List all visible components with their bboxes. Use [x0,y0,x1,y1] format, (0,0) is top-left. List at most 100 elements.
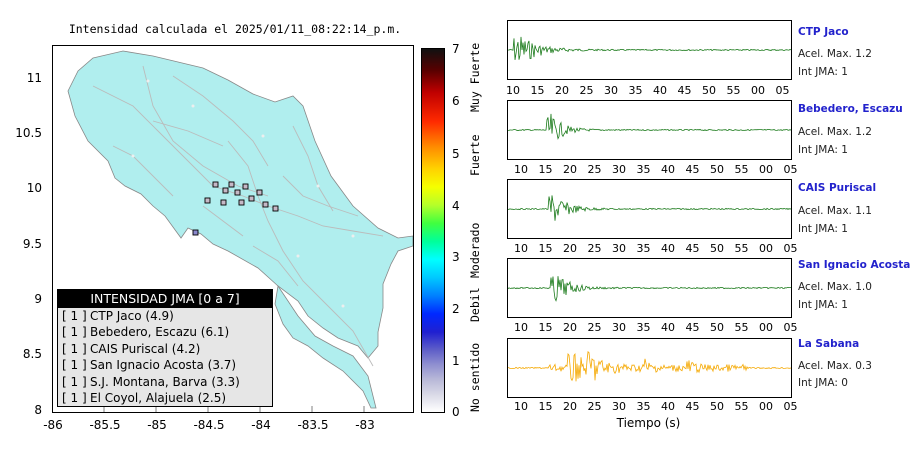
station-name: CTP Jaco [798,26,849,38]
waveform [508,276,791,302]
station-name: CAIS Puriscal [798,182,877,194]
legend-bracket: [ 1 ] [62,374,87,389]
colorbar-level-label: Debil [468,287,482,322]
trace-panel[interactable] [507,338,792,398]
time-tick-label: 15 [530,84,545,97]
time-tick-label: 45 [685,400,700,413]
colorbar-level-label: Moderado [468,222,482,278]
time-tick-label: 55 [734,321,749,334]
trace-panel[interactable] [507,258,792,318]
time-tick-label: 00 [759,321,773,334]
trace-panel[interactable] [507,100,792,160]
legend-row: [ 1 ] CTP Jaco (4.9) [58,308,272,324]
time-tick-label: 25 [587,400,602,413]
legend-row: [ 1 ] El Coyol, Alajuela (2.5) [58,390,272,406]
costa-rica-map [67,50,413,412]
time-tick-label: 50 [710,400,724,413]
waveform-trace [508,276,791,302]
time-tick-label: 45 [685,163,700,176]
time-tick-row: 10 15 20 25 30 35 40 45 50 55 00 05 [507,400,798,413]
time-tick-label: 35 [628,84,643,97]
time-tick-label: 35 [636,321,651,334]
legend-row: [ 1 ] Bebedero, Escazu (6.1) [58,324,272,340]
waveform-trace [508,195,791,221]
legend-bracket: [ 1 ] [62,325,87,340]
time-tick-label: 05 [783,321,798,334]
map-title: Intensidad calculada el 2025/01/11_08:22… [68,22,402,36]
time-tick-label: 10 [514,242,528,255]
time-tick-label: 40 [661,163,675,176]
time-tick-label: 35 [636,163,651,176]
station-jma: Int JMA: 1 [798,66,848,78]
time-tick-label: 15 [538,163,553,176]
trace-panel[interactable] [507,179,792,239]
lat-tick-label: 8.5 [22,347,42,361]
time-tick-label: 00 [759,163,773,176]
colorbar-level-label: Fuerte [468,134,482,176]
time-tick-label: 20 [563,321,577,334]
time-tick-label: 30 [612,242,626,255]
lon-tick-label: -86 [43,418,63,432]
legend-row: [ 1 ] S.J. Montana, Barva (3.3) [58,374,272,390]
waveform [508,36,791,60]
time-tick-label: 55 [734,242,749,255]
time-tick-row: 10 15 20 25 30 35 40 45 50 55 00 05 [507,242,798,255]
lat-tick-label: 8 [34,403,42,417]
station-accel: Acel. Max. 1.2 [798,48,872,60]
time-tick-label: 20 [563,163,577,176]
lon-tick-label: -83.5 [297,418,329,432]
colorbar-number: 6 [452,94,460,108]
time-tick-label: 20 [563,400,577,413]
lon-tick-label: -85.5 [89,418,121,432]
lon-tick-label: -83 [355,418,375,432]
station-accel: Acel. Max. 1.0 [798,281,872,293]
time-tick-label: 30 [612,321,626,334]
time-tick-label: 05 [783,163,798,176]
colorbar-number: 4 [452,199,460,213]
legend-text: S.J. Montana, Barva (3.3) [90,374,240,389]
time-tick-label: 00 [751,84,765,97]
time-tick-label: 05 [775,84,790,97]
lat-tick-label: 9 [34,292,42,306]
time-tick-label: 25 [579,84,594,97]
time-tick-label: 25 [587,163,602,176]
time-tick-label: 25 [587,242,602,255]
time-tick-label: 00 [759,242,773,255]
time-tick-label: 50 [710,242,724,255]
waveform-trace [508,36,791,60]
waveform [508,113,791,140]
time-tick-label: 00 [759,400,773,413]
station-name: Bebedero, Escazu [798,103,903,115]
time-tick-label: 45 [685,321,700,334]
time-tick-label: 10 [514,400,528,413]
time-tick-label: 55 [726,84,741,97]
town-markers [131,79,355,308]
legend-row: [ 1 ] CAIS Puriscal (4.2) [58,341,272,357]
time-tick-label: 20 [563,242,577,255]
colorbar-number: 7 [452,42,460,56]
time-tick-label: 40 [661,321,675,334]
legend-text: El Coyol, Alajuela (2.5) [90,390,227,405]
legend-header: INTENSIDAD JMA [0 a 7] [58,290,272,308]
time-tick-label: 45 [677,84,692,97]
time-tick-row: 10 15 20 25 30 35 40 45 50 55 00 05 [507,163,798,176]
time-tick-row: 10 15 20 25 30 35 40 45 50 55 00 05 [506,84,790,97]
time-tick-label: 10 [514,163,528,176]
station-accel: Acel. Max. 0.3 [798,360,872,372]
legend-row: [ 1 ] San Ignacio Acosta (3.7) [58,357,272,373]
legend-text: CAIS Puriscal (4.2) [90,341,201,356]
time-tick-label: 10 [506,84,520,97]
time-tick-row: 10 15 20 25 30 35 40 45 50 55 00 05 [507,321,798,334]
time-tick-label: 45 [685,242,700,255]
station-jma: Int JMA: 0 [798,377,848,389]
trace-panel[interactable] [507,20,792,80]
colorbar-number: 5 [452,147,460,161]
intensity-colorbar [421,48,445,413]
time-tick-label: 15 [538,242,553,255]
time-tick-label: 20 [555,84,569,97]
lat-tick-label: 10 [26,181,42,195]
time-tick-label: 05 [783,400,798,413]
legend-bracket: [ 1 ] [62,358,87,373]
legend-bracket: [ 1 ] [62,309,87,323]
colorbar-number: 2 [452,302,460,316]
